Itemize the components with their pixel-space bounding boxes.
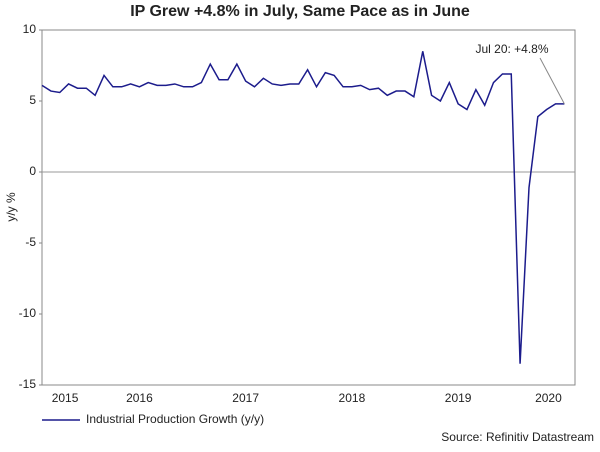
x-tick-label: 2018 (339, 391, 366, 405)
y-tick-label: -15 (19, 377, 37, 391)
y-tick-label: 5 (29, 93, 36, 107)
y-tick-label: -10 (19, 306, 37, 320)
y-tick-label: 0 (29, 164, 36, 178)
source-note: Source: Refinitiv Datastream (441, 430, 594, 444)
series-line (41, 51, 565, 364)
x-tick-label: 2019 (445, 391, 472, 405)
x-tick-label: 2017 (232, 391, 259, 405)
annotation: Jul 20: +4.8% (475, 42, 548, 56)
chart-title: IP Grew +4.8% in July, Same Pace as in J… (130, 3, 470, 20)
x-tick-label: 2016 (126, 391, 153, 405)
annotation-leader (539, 57, 565, 105)
x-tick-label: 2020 (535, 391, 562, 405)
plot-frame (41, 29, 576, 386)
x-tick-label: 2015 (52, 391, 79, 405)
y-tick-label: -5 (25, 235, 36, 249)
legend-label: Industrial Production Growth (y/y) (86, 412, 264, 426)
y-tick-label: 10 (23, 22, 37, 36)
y-axis-label: y/y % (4, 192, 18, 222)
